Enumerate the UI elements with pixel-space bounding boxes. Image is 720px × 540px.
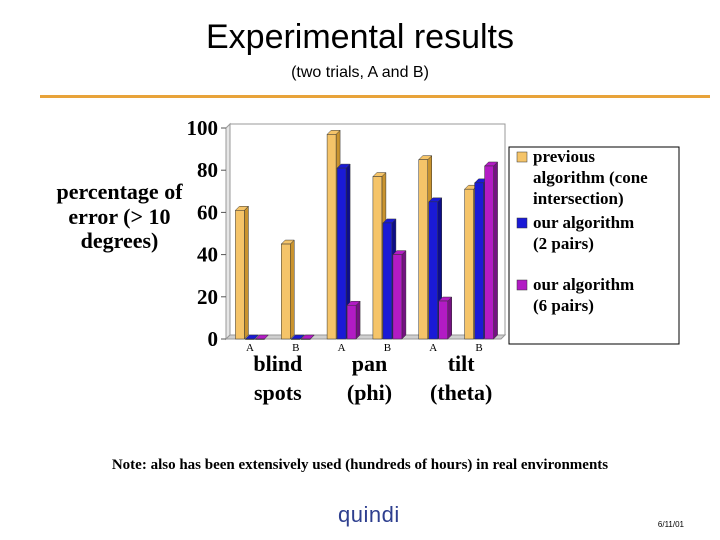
trial-label: B bbox=[384, 342, 391, 354]
plot-back-wall bbox=[229, 123, 506, 336]
bar bbox=[418, 159, 428, 340]
category-label: spots bbox=[254, 380, 302, 405]
bar bbox=[255, 338, 265, 340]
legend-label: (2 pairs) bbox=[533, 234, 594, 253]
legend-box bbox=[508, 146, 680, 345]
trial-label: B bbox=[475, 342, 482, 354]
legend-label: intersection) bbox=[533, 189, 624, 208]
bar bbox=[245, 338, 255, 340]
y-tick-label: 60 bbox=[197, 200, 218, 224]
bar bbox=[301, 338, 311, 340]
legend-label: algorithm (cone bbox=[533, 168, 648, 187]
bar bbox=[372, 176, 383, 340]
quindi-logo: quindi bbox=[338, 502, 400, 527]
page-subtitle: (two trials, A and B) bbox=[291, 64, 429, 81]
plot-side-wall bbox=[225, 122, 231, 341]
bar bbox=[464, 188, 474, 340]
bar-side bbox=[244, 205, 249, 340]
y-tick-label: 40 bbox=[197, 243, 218, 267]
footnote: Note: also has been extensively used (hu… bbox=[111, 457, 609, 473]
legend-label: (6 pairs) bbox=[533, 296, 594, 315]
bar bbox=[281, 243, 291, 340]
bar bbox=[438, 300, 448, 340]
trial-label: B bbox=[292, 342, 299, 354]
bar bbox=[346, 304, 357, 340]
category-label: (theta) bbox=[430, 380, 492, 405]
title-divider bbox=[40, 95, 710, 98]
legend-label: previous bbox=[533, 147, 595, 166]
bar-side bbox=[493, 161, 498, 340]
bar bbox=[474, 182, 484, 340]
bar bbox=[392, 254, 403, 340]
legend-swatch bbox=[516, 151, 528, 163]
bar-side bbox=[355, 300, 361, 340]
bar-side bbox=[401, 249, 407, 340]
y-tick-label: 80 bbox=[197, 158, 218, 182]
page-title: Experimental results bbox=[205, 18, 514, 56]
category-label: tilt bbox=[448, 351, 476, 376]
category-label: (phi) bbox=[347, 380, 392, 405]
y-tick-label: 0 bbox=[208, 327, 219, 351]
bar bbox=[336, 167, 347, 340]
bar bbox=[382, 222, 393, 340]
y-tick-label: 20 bbox=[197, 285, 218, 309]
bar-side bbox=[447, 296, 452, 340]
trial-label: A bbox=[246, 342, 254, 354]
bar bbox=[326, 134, 337, 340]
category-label: pan bbox=[352, 351, 387, 376]
legend-label: our algorithm bbox=[533, 275, 634, 294]
category-label: blind bbox=[253, 351, 302, 376]
y-tick-label: 100 bbox=[187, 116, 219, 140]
legend-swatch bbox=[516, 217, 528, 229]
trial-label: A bbox=[338, 342, 346, 354]
bar bbox=[235, 210, 245, 340]
legend-label: our algorithm bbox=[533, 213, 634, 232]
bar bbox=[428, 201, 438, 340]
slide-date: 6/11/01 bbox=[657, 520, 684, 529]
legend-swatch bbox=[516, 279, 528, 291]
bar bbox=[291, 338, 301, 340]
y-axis-label: percentage of error (> 10 degrees) bbox=[56, 179, 183, 254]
trial-label: A bbox=[429, 342, 437, 354]
bar-side bbox=[290, 239, 295, 340]
bar bbox=[484, 165, 494, 340]
